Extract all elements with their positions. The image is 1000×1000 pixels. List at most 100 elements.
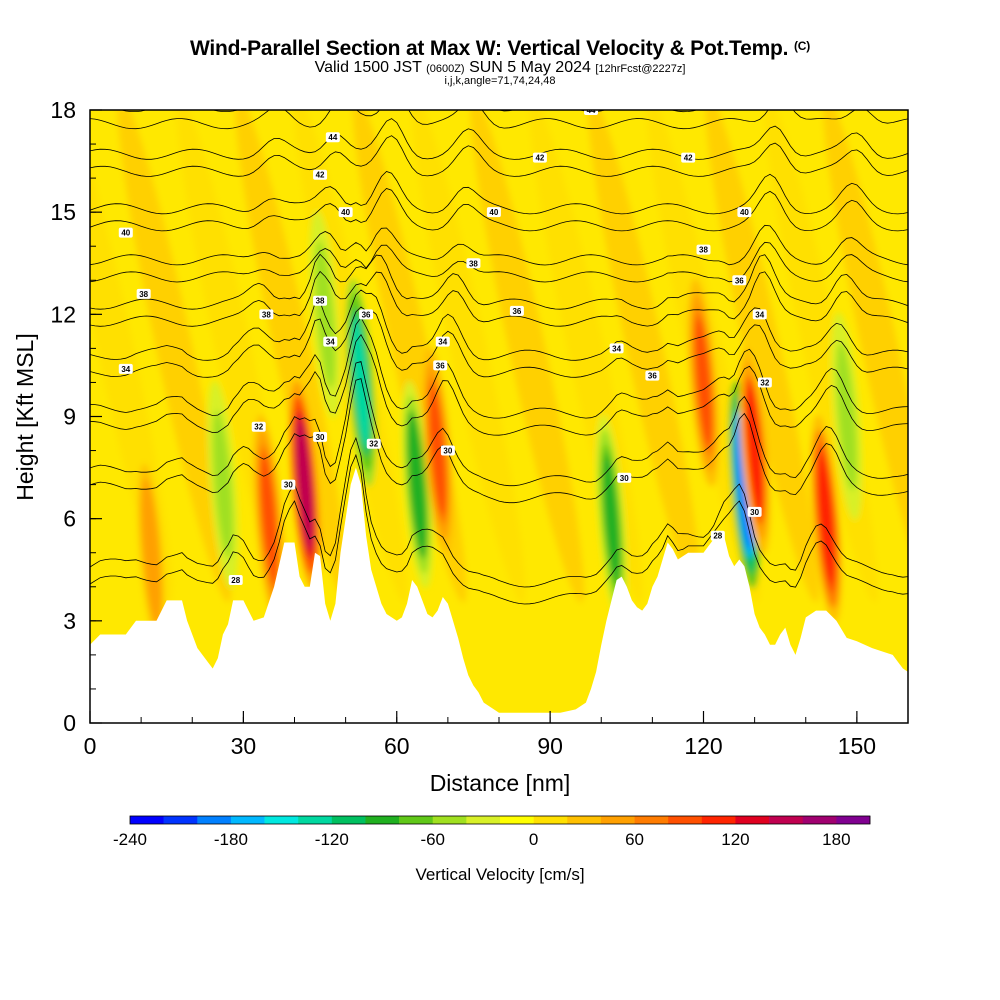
isentrope-label-bg xyxy=(509,305,524,316)
isentrope-label: 34 xyxy=(752,309,767,320)
updraft-core-4-3 xyxy=(260,453,278,584)
colorbar-segment xyxy=(331,816,366,824)
isentrope-label-bg xyxy=(584,110,599,115)
isentrope-28-0 xyxy=(90,453,908,605)
isentrope-label-bg xyxy=(313,295,328,306)
colorbar-tick-label: -240 xyxy=(113,830,147,849)
x-tick-label: 150 xyxy=(838,733,876,759)
isentrope-label: 40 xyxy=(118,227,133,238)
isentrope-label-text: 34 xyxy=(612,344,621,353)
isentrope-label: 32 xyxy=(366,438,381,449)
colorbar-tick-label: 120 xyxy=(721,830,749,849)
isentrope-label: 34 xyxy=(323,336,338,347)
isentrope-label-text: 42 xyxy=(684,154,693,163)
isentrope-42-1 xyxy=(90,118,908,160)
isentrope-label-bg xyxy=(323,336,338,347)
isentrope-label-text: 44 xyxy=(587,106,596,115)
y-axis: 0 3 6 9 12 15 18 xyxy=(50,97,102,736)
isentrope-label-text: 34 xyxy=(121,365,130,374)
isentrope-label: 42 xyxy=(532,152,547,163)
downdraft-core-5-3 xyxy=(838,351,856,482)
colorbar-tick-label: -180 xyxy=(214,830,248,849)
colorbar-segment xyxy=(802,816,837,824)
isentrope-34-0 xyxy=(90,306,908,378)
y-tick-label: 15 xyxy=(50,199,76,225)
x-axis-label: Distance [nm] xyxy=(430,770,571,796)
isentrope-label: 42 xyxy=(313,169,328,180)
colorbar-segment xyxy=(701,816,736,824)
isentrope-label: 34 xyxy=(435,336,450,347)
updraft-core-5-3 xyxy=(142,487,160,618)
y-tick-label: 9 xyxy=(63,404,76,430)
isentrope-label-text: 34 xyxy=(755,310,764,319)
colorbar-segment xyxy=(264,816,299,824)
isentrope-label-bg xyxy=(696,244,711,255)
downdraft-core-1-3 xyxy=(408,419,426,550)
isentrope-label: 40 xyxy=(737,207,752,218)
isentrope-label: 44 xyxy=(325,132,340,143)
isentrope-44-0 xyxy=(90,110,908,130)
y-tick-label: 12 xyxy=(50,301,76,327)
isentrope-36-0 xyxy=(90,270,908,327)
isentrope-40-1 xyxy=(90,171,908,215)
isentrope-34-1 xyxy=(90,289,908,361)
colorbar-tick-label: 0 xyxy=(529,830,538,849)
isentrope-label: 38 xyxy=(259,309,274,320)
isentrope-label-bg xyxy=(747,506,762,517)
isentrope-label: 36 xyxy=(732,275,747,286)
downdraft-core-4-3 xyxy=(214,419,232,550)
downdraft-core-3-3 xyxy=(735,419,753,550)
colorbar-segment xyxy=(567,816,602,824)
isentrope-label-bg xyxy=(325,132,340,143)
isentrope-label-bg xyxy=(136,288,151,299)
subtitle-forecast: [12hrFcst@2227z] xyxy=(595,63,686,75)
isentrope-label-bg xyxy=(737,207,752,218)
isentrope-label-text: 28 xyxy=(713,532,722,541)
isentrope-label-text: 44 xyxy=(328,133,337,142)
isentrope-label: 40 xyxy=(338,207,353,218)
field-band-13 xyxy=(823,110,908,603)
isentrope-label: 28 xyxy=(710,530,725,541)
chart-subtitle: Valid 1500 JST (0600Z) SUN 5 May 2024 [1… xyxy=(0,60,1000,76)
isentrope-label-bg xyxy=(433,360,448,371)
isentrope-label-text: 30 xyxy=(620,474,629,483)
isentrope-label-text: 36 xyxy=(362,310,371,319)
subtitle-grid: i,j,k,angle=71,74,24,48 xyxy=(444,75,556,87)
field-band-9 xyxy=(587,110,702,603)
colorbar-segment xyxy=(668,816,703,824)
isentrope-label: 32 xyxy=(757,377,772,388)
isentrope-label: 34 xyxy=(609,343,624,354)
field-band-1 xyxy=(117,110,232,603)
title-block: Wind-Parallel Section at Max W: Vertical… xyxy=(0,38,1000,87)
colorbar-segment xyxy=(500,816,534,824)
updraft-core-0-3 xyxy=(296,419,314,550)
isentrope-label-text: 36 xyxy=(436,361,445,370)
isentrope-label-bg xyxy=(118,227,133,238)
colorbar-segment xyxy=(130,816,164,824)
x-tick-label: 120 xyxy=(684,733,722,759)
updraft-core-3-3 xyxy=(817,453,835,584)
isentrope-label-bg xyxy=(757,377,772,388)
colorbar-segment xyxy=(163,816,198,824)
isentrope-44-1 xyxy=(120,110,699,113)
isentrope-label-text: 38 xyxy=(139,290,148,299)
downdraft-core-6-3 xyxy=(316,249,334,380)
isentrope-label-text: 38 xyxy=(699,246,708,255)
isentrope-label: 36 xyxy=(645,370,660,381)
updraft-core-6-3 xyxy=(695,317,712,448)
colorbar-segment xyxy=(466,816,501,824)
isentrope-contours xyxy=(90,110,908,605)
isentrope-label-text: 40 xyxy=(740,208,749,217)
updraft-core-2-3 xyxy=(746,385,764,516)
colorbar-segment xyxy=(365,816,400,824)
isentrope-label-text: 32 xyxy=(254,423,263,432)
isentrope-label-bg xyxy=(281,479,296,490)
isentrope-40-0 xyxy=(90,188,908,232)
isentrope-label-text: 34 xyxy=(438,338,447,347)
chart-title: Wind-Parallel Section at Max W: Vertical… xyxy=(0,38,1000,59)
isentrope-label-bg xyxy=(366,438,381,449)
isentrope-label: 36 xyxy=(509,305,524,316)
isentrope-labels: 28 28 30 30 30 30 32 30 32 32 34 34 34 34 36 36 38 38 38 36… xyxy=(118,106,772,585)
isentrope-38-0 xyxy=(90,241,908,283)
